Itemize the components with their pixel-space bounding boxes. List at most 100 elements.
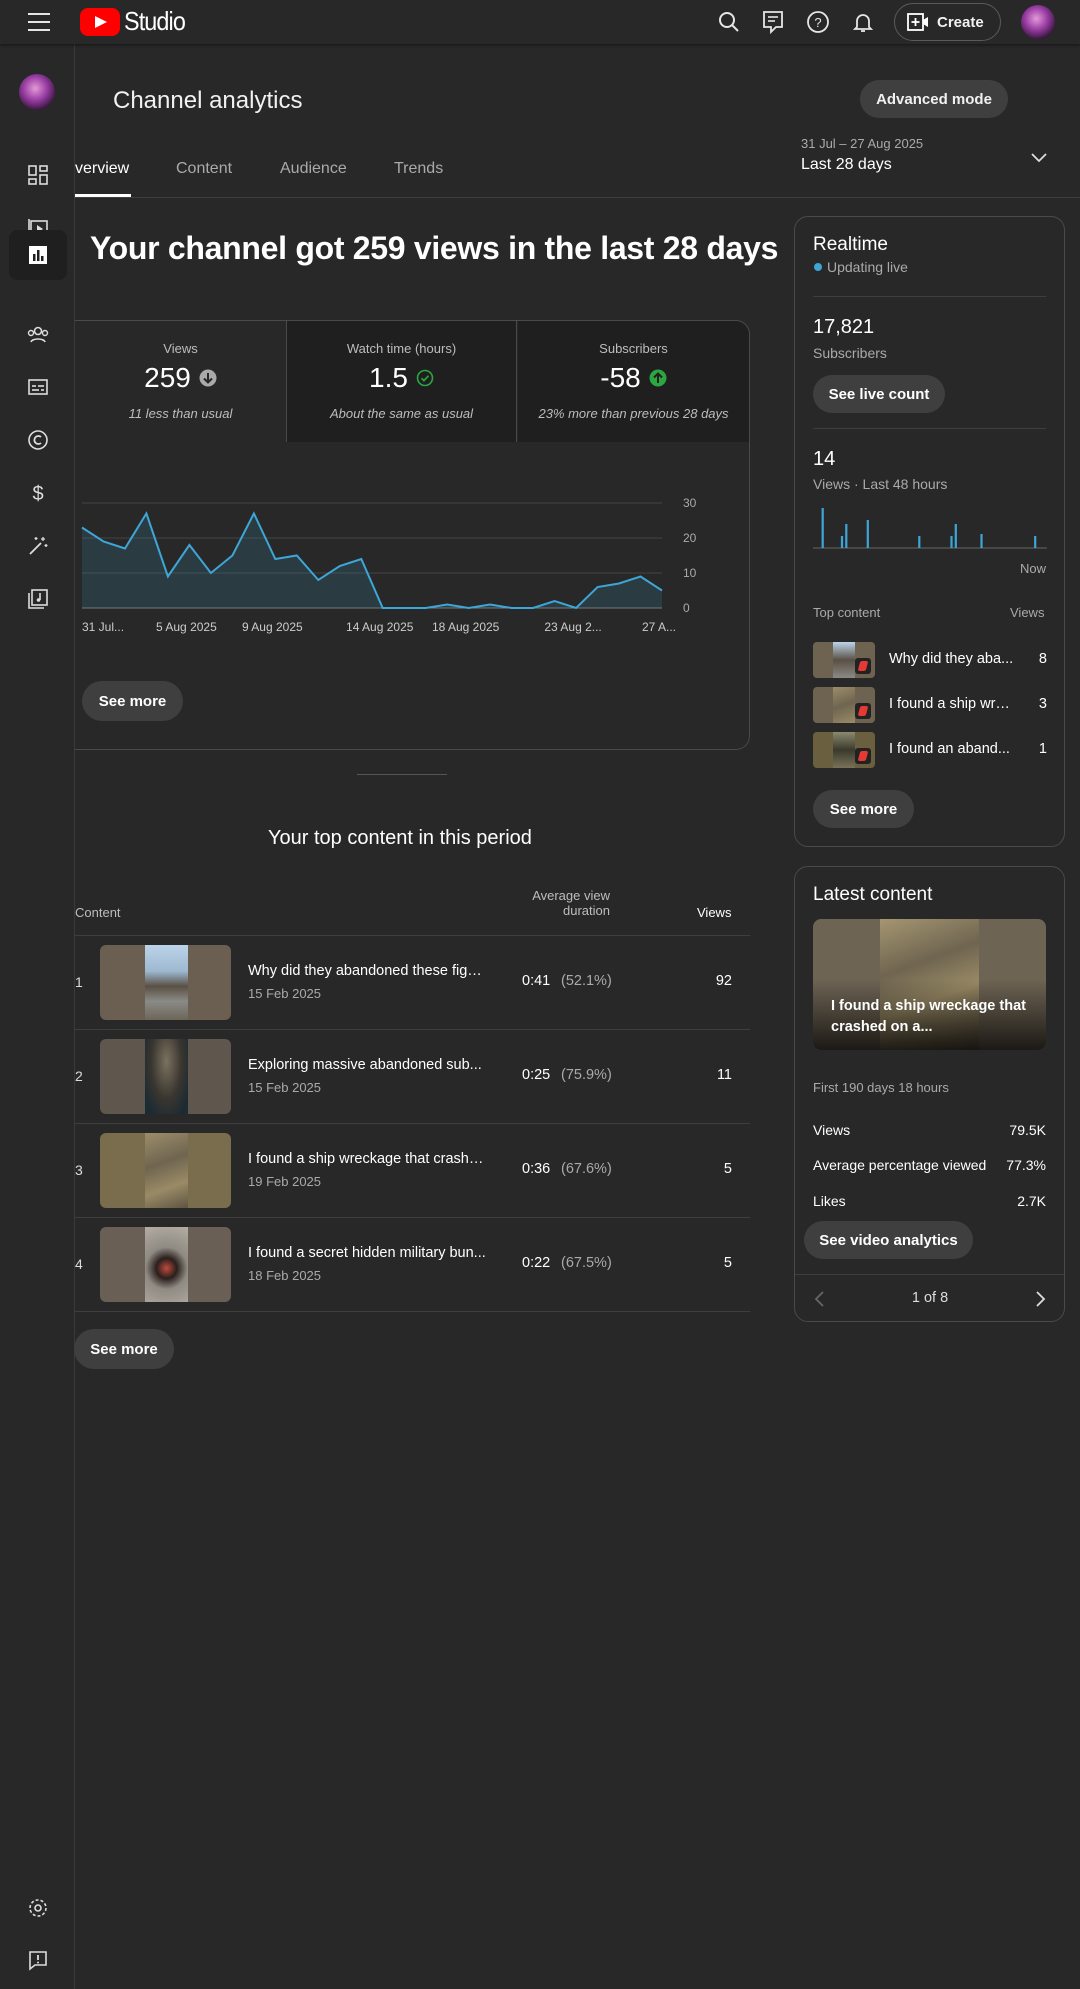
- data-point[interactable]: [140, 508, 152, 520]
- data-point[interactable]: [248, 508, 260, 520]
- data-point[interactable]: [463, 602, 475, 614]
- data-point[interactable]: [592, 581, 604, 593]
- see-live-count-button[interactable]: See live count: [813, 375, 945, 413]
- video-thumbnail: [100, 1227, 231, 1302]
- realtime-bar[interactable]: [950, 536, 953, 548]
- sidebar-item-dashboard[interactable]: [9, 150, 67, 200]
- shorts-icon: [855, 658, 871, 674]
- realtime-bar[interactable]: [840, 536, 844, 548]
- menu-icon[interactable]: [28, 13, 50, 31]
- data-point[interactable]: [570, 602, 582, 614]
- create-button[interactable]: Create: [894, 3, 1001, 41]
- realtime-bar[interactable]: [1034, 536, 1037, 548]
- tab-content[interactable]: Content: [176, 160, 233, 177]
- data-point[interactable]: [205, 567, 217, 579]
- search-icon[interactable]: [715, 8, 743, 36]
- table-row[interactable]: 2 Exploring massive abandoned sub... 15 …: [75, 1030, 750, 1123]
- realtime-top-item[interactable]: Why did they aba... 8: [813, 642, 1047, 678]
- community-icon: [27, 326, 49, 343]
- metric-views[interactable]: Views 259 11 less than usual: [75, 321, 286, 442]
- data-point[interactable]: [97, 536, 109, 548]
- summary-see-more-button[interactable]: See more: [82, 681, 183, 721]
- latest-content-title: Latest content: [813, 884, 933, 905]
- account-avatar[interactable]: [1021, 5, 1055, 39]
- y-tick-label: 20: [683, 531, 697, 545]
- realtime-bar[interactable]: [954, 524, 957, 548]
- data-point[interactable]: [484, 599, 496, 611]
- sidebar-item-settings[interactable]: [9, 1883, 67, 1933]
- data-point[interactable]: [656, 585, 668, 597]
- data-point[interactable]: [398, 602, 410, 614]
- sidebar-item-feedback[interactable]: [9, 1935, 67, 1985]
- subscribers-count: 17,821: [813, 316, 875, 338]
- realtime-top-item[interactable]: I found an aband... 1: [813, 732, 1047, 768]
- chevron-left-icon[interactable]: [812, 1290, 828, 1308]
- data-point[interactable]: [355, 553, 367, 565]
- data-point[interactable]: [119, 543, 131, 555]
- latest-video-thumbnail[interactable]: I found a ship wreckage that crashed on …: [813, 919, 1046, 1050]
- data-point[interactable]: [162, 571, 174, 583]
- arrow-up-icon: [649, 369, 667, 387]
- sidebar-item-customization[interactable]: [9, 521, 67, 571]
- realtime-see-more-button[interactable]: See more: [813, 790, 914, 828]
- tab-audience[interactable]: Audience: [280, 160, 347, 177]
- sidebar-item-audio-library[interactable]: [9, 574, 67, 624]
- row-date: 15 Feb 2025: [248, 986, 322, 1001]
- help-icon[interactable]: ?: [804, 8, 832, 36]
- data-point[interactable]: [269, 553, 281, 565]
- sidebar-item-earn[interactable]: $: [9, 468, 67, 518]
- data-point[interactable]: [527, 602, 539, 614]
- sidebar-item-copyright[interactable]: [9, 415, 67, 465]
- channel-avatar[interactable]: [19, 74, 55, 110]
- latest-content-card: [794, 866, 1065, 1322]
- advanced-mode-button[interactable]: Advanced mode: [860, 80, 1008, 118]
- data-point[interactable]: [441, 599, 453, 611]
- sidebar-item-analytics[interactable]: [9, 230, 67, 280]
- table-row[interactable]: 1 Why did they abandoned these fight... …: [75, 936, 750, 1029]
- data-point[interactable]: [291, 550, 303, 562]
- views-chart[interactable]: 0 10 20 30 31 Jul... 5 Aug 2025 9 Aug 2025 14 A…: [75, 481, 749, 661]
- realtime-bar[interactable]: [918, 536, 921, 548]
- comments-icon[interactable]: [759, 8, 787, 36]
- data-point[interactable]: [549, 595, 561, 607]
- data-point[interactable]: [76, 522, 88, 534]
- top-content-see-more-button[interactable]: See more: [74, 1329, 174, 1369]
- data-point[interactable]: [377, 602, 389, 614]
- data-point[interactable]: [312, 574, 324, 586]
- metric-value: 1.5: [369, 362, 408, 393]
- data-point[interactable]: [613, 578, 625, 590]
- data-point[interactable]: [334, 560, 346, 572]
- realtime-bar[interactable]: [980, 534, 983, 548]
- see-video-analytics-button[interactable]: See video analytics: [804, 1221, 973, 1259]
- realtime-bar-chart[interactable]: [813, 505, 1047, 551]
- video-thumbnail: [100, 1133, 231, 1208]
- metric-subscribers[interactable]: Subscribers -58 23% more than previous 2…: [518, 321, 749, 442]
- studio-logo[interactable]: Studio: [80, 6, 192, 37]
- date-range-picker[interactable]: 31 Jul – 27 Aug 2025 Last 28 days: [801, 136, 923, 174]
- table-row[interactable]: 3 I found a ship wreckage that crashe...…: [75, 1124, 750, 1217]
- realtime-bar[interactable]: [845, 524, 848, 548]
- y-tick-label: 30: [683, 496, 697, 510]
- sidebar-item-subtitles[interactable]: [9, 362, 67, 412]
- row-title: I found a ship wreckage that crashe...: [248, 1151, 488, 1167]
- tab-trends[interactable]: Trends: [394, 160, 444, 177]
- chevron-down-icon[interactable]: [1030, 150, 1048, 164]
- realtime-bar[interactable]: [821, 508, 824, 548]
- divider: [795, 1274, 1064, 1275]
- data-point[interactable]: [226, 550, 238, 562]
- table-row[interactable]: 4 I found a secret hidden military bun..…: [75, 1218, 750, 1311]
- chevron-right-icon[interactable]: [1032, 1290, 1048, 1308]
- data-point[interactable]: [635, 571, 647, 583]
- col-avd-header[interactable]: Average view duration: [500, 888, 610, 918]
- data-point[interactable]: [420, 602, 432, 614]
- data-point[interactable]: [183, 539, 195, 551]
- sidebar-item-community[interactable]: [9, 309, 67, 359]
- data-point[interactable]: [506, 602, 518, 614]
- row-duration: 0:36: [522, 1161, 551, 1177]
- realtime-bar[interactable]: [866, 520, 869, 548]
- metric-watch-time[interactable]: Watch time (hours) 1.5 About the same as…: [286, 321, 517, 442]
- tab-overview[interactable]: verview: [75, 160, 130, 177]
- realtime-top-item[interactable]: I found a ship wre... 3: [813, 687, 1047, 723]
- notifications-icon[interactable]: [849, 8, 877, 36]
- col-views-header[interactable]: Views: [697, 905, 732, 920]
